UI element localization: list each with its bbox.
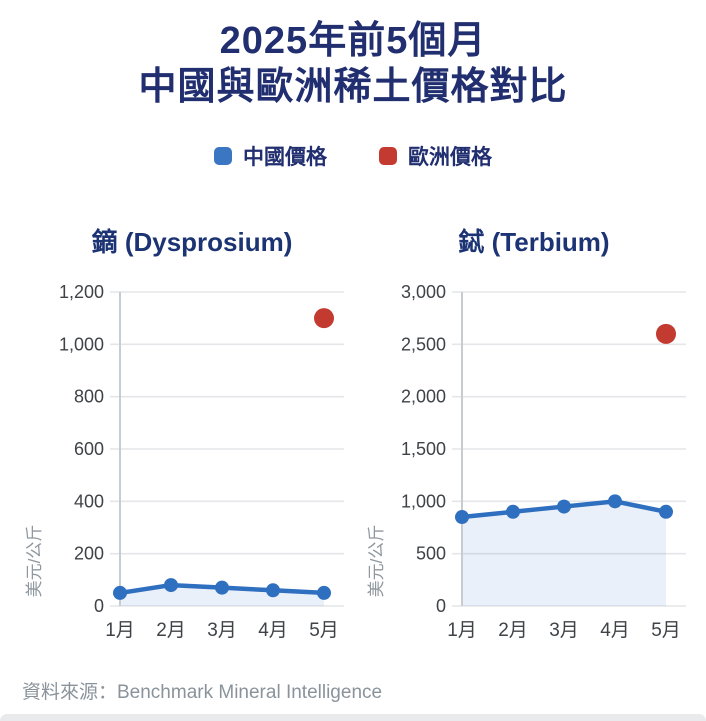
gridlines: 3,000 2,500 2,000 1,500 1,000 500 0	[401, 282, 686, 616]
china-data-point	[266, 583, 280, 598]
y-tick-label: 400	[74, 491, 104, 511]
y-tick-label: 0	[436, 596, 446, 616]
china-data-point	[317, 585, 331, 600]
europe-legend-label: 歐洲價格	[408, 145, 492, 169]
y-tick-label: 1,000	[401, 491, 446, 511]
x-tick-label: 4月	[258, 620, 288, 641]
x-tick-label: 5月	[651, 620, 681, 641]
y-tick-label: 500	[416, 543, 446, 563]
y-tick-label: 600	[74, 439, 104, 459]
y-tick-label: 2,000	[401, 386, 446, 406]
china-legend-label: 中國價格	[243, 145, 327, 169]
china-legend-swatch-icon	[214, 146, 232, 165]
x-tick-label: 2月	[156, 620, 186, 641]
y-axis-label: 美元/公斤	[367, 524, 386, 597]
china-data-point	[557, 499, 571, 514]
page-title: 2025年前5個月 中國與歐洲稀土價格對比	[0, 18, 706, 111]
x-tick-label: 2月	[498, 620, 528, 641]
europe-legend-swatch-icon	[379, 146, 397, 165]
y-tick-label: 800	[74, 386, 104, 406]
terbium-chart-title: 鋱 (Terbium)	[458, 226, 610, 257]
x-tick-label: 5月	[309, 620, 339, 641]
x-tick-label: 4月	[600, 620, 630, 641]
china-data-point	[164, 577, 178, 592]
china-data-point	[659, 504, 673, 519]
x-tick-label: 1月	[447, 620, 477, 641]
gridlines: 1,200 1,000 800 600 400 200 0	[59, 282, 344, 616]
china-series-area	[462, 501, 666, 606]
terbium-plot-area: 3,000 2,500 2,000 1,500 1,000 500 0 1月 2月 3月 4月 5月 美…	[366, 273, 702, 645]
page-title-line1: 2025年前5個月	[219, 20, 487, 62]
europe-data-point	[656, 323, 676, 344]
china-data-point	[506, 504, 520, 519]
legend: 中國價格 歐洲價格	[0, 143, 706, 169]
china-data-point	[455, 509, 469, 524]
legend-item-china: 中國價格	[214, 141, 327, 171]
chart-canvas: 1,200 1,000 800 600 400 200 01月 2月 3月 4月 5月 美元/公斤	[25, 282, 344, 641]
china-data-point	[113, 585, 127, 600]
y-tick-label: 1,500	[401, 439, 446, 459]
data-source-note: 資料來源：Benchmark Mineral Intelligence	[22, 681, 383, 703]
x-tick-label: 3月	[207, 620, 237, 641]
y-tick-label: 3,000	[401, 282, 446, 302]
y-tick-label: 1,000	[59, 334, 104, 354]
charts-row: 鏑 (Dysprosium) 1,200 1,000 800 600 400 200 0 1月…	[0, 225, 706, 645]
page-title-line2: 中國與歐洲稀土價格對比	[138, 66, 568, 109]
dysprosium-plot-area: 1,200 1,000 800 600 400 200 0 1月 2月 3月 4月 5月 美元/公斤	[24, 273, 360, 645]
dysprosium-chart-title: 鏑 (Dysprosium)	[91, 226, 293, 257]
y-tick-label: 0	[94, 596, 104, 616]
dysprosium-chart: 鏑 (Dysprosium) 1,200 1,000 800 600 400 200 0 1月…	[24, 225, 360, 645]
chart-canvas: 3,000 2,500 2,000 1,500 1,000 500 01月 2月 3月 4月 5月 美…	[367, 282, 686, 641]
china-data-point	[608, 494, 622, 509]
y-tick-label: 2,500	[401, 334, 446, 354]
x-tick-label: 1月	[105, 620, 135, 641]
y-axis-label: 美元/公斤	[25, 524, 44, 597]
legend-item-europe: 歐洲價格	[379, 141, 492, 171]
x-tick-label: 3月	[549, 620, 579, 641]
y-tick-label: 1,200	[59, 282, 104, 302]
terbium-chart: 鋱 (Terbium) 3,000 2,500 2,000 1,500 1,000 500…	[366, 225, 702, 645]
china-data-point	[215, 580, 229, 595]
y-tick-label: 200	[74, 543, 104, 563]
bottom-card-edge	[0, 714, 706, 721]
europe-data-point	[314, 307, 334, 328]
